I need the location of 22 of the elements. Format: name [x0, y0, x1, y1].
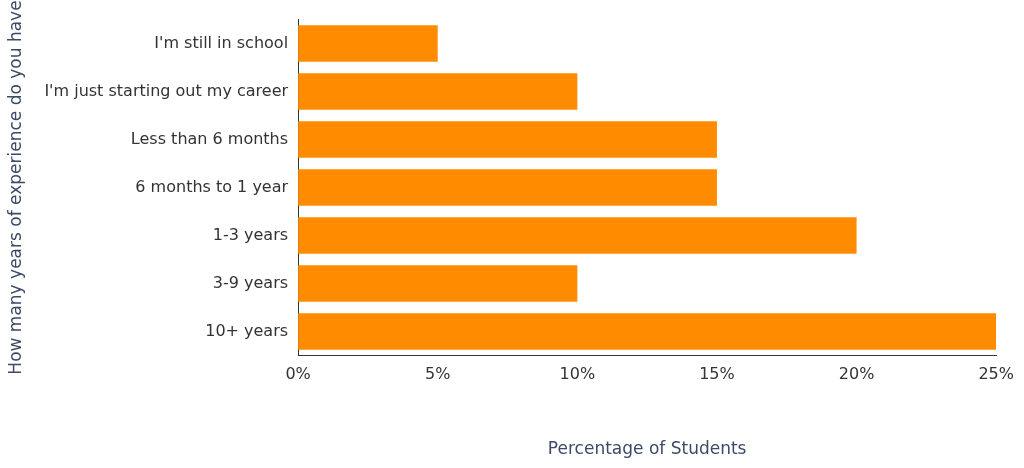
y-tick-label: 1-3 years — [212, 224, 289, 244]
bar — [298, 217, 857, 254]
y-tick-label: 6 months to 1 year — [135, 176, 289, 196]
bar — [298, 121, 717, 158]
bar — [298, 265, 578, 302]
y-tick-label: 10+ years — [205, 320, 289, 340]
bar — [298, 73, 578, 110]
y-tick-label: 3-9 years — [212, 272, 289, 292]
bar — [298, 169, 717, 206]
y-tick-label: Less than 6 months — [130, 128, 289, 148]
x-tick-label: 20% — [838, 364, 875, 384]
x-tick-label: 15% — [699, 364, 735, 384]
bar — [298, 25, 438, 62]
bar — [298, 313, 997, 350]
x-tick-label: 25% — [978, 364, 1014, 384]
y-tick-label: I'm just starting out my career — [44, 80, 289, 100]
y-axis-title: How many years of experience do you have — [4, 0, 25, 375]
x-tick-label: 0% — [285, 364, 311, 384]
x-tick-label: 10% — [559, 364, 596, 384]
y-tick-label: I'm still in school — [154, 32, 289, 52]
x-tick-label: 5% — [425, 364, 451, 384]
x-axis-title: Percentage of Students — [547, 438, 747, 459]
